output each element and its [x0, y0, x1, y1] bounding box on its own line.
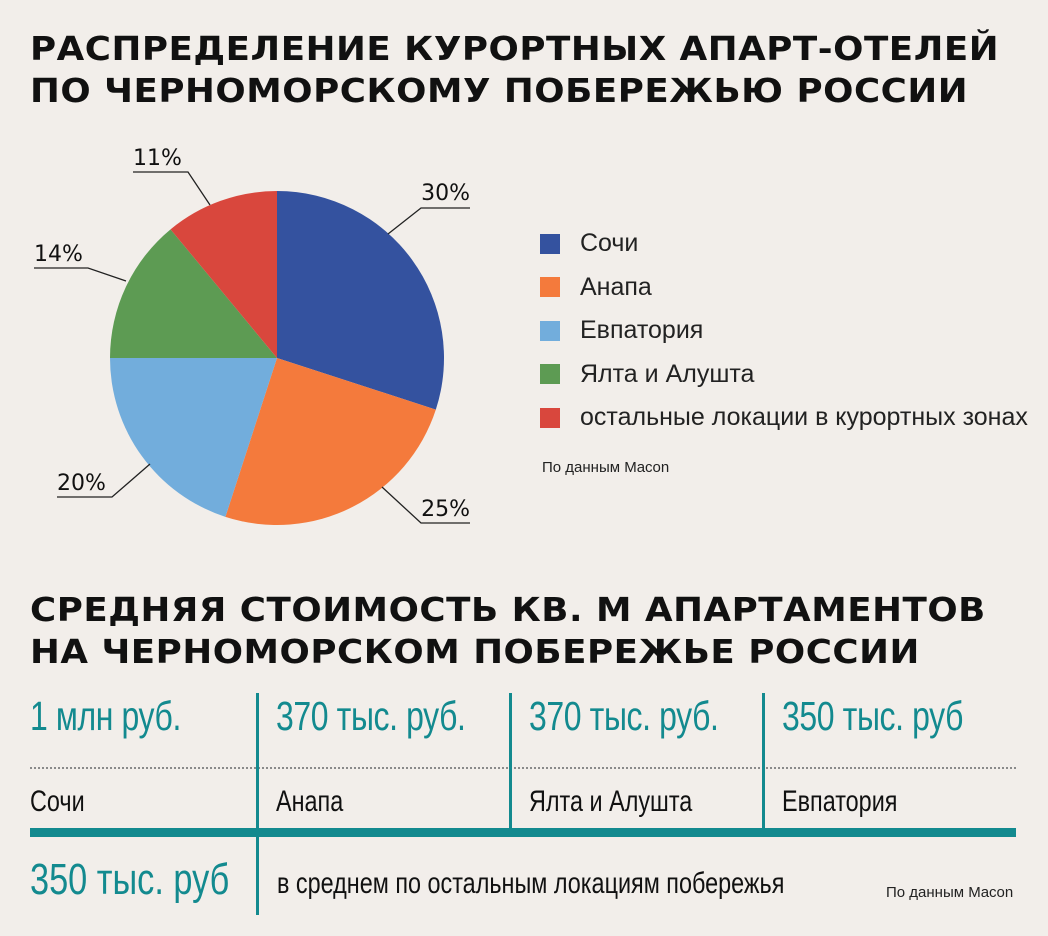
column-divider [509, 693, 512, 828]
price-row-divider [30, 767, 1016, 769]
price-cell-evpatoria: 350 тыс. руб Евпатория [782, 693, 1014, 818]
pie-slice [225, 358, 436, 526]
price-value: 350 тыс. руб [782, 693, 964, 739]
slice-leader-line [34, 267, 127, 282]
column-divider [762, 693, 765, 828]
pie-slice [170, 191, 277, 358]
price-value: 370 тыс. руб. [276, 693, 466, 739]
slice-leader-line [381, 486, 470, 524]
legend-item: Сочи [540, 222, 1028, 266]
legend-swatch [540, 320, 560, 341]
price-cell-yalta: 370 тыс. руб. Ялта и Алушта [529, 693, 772, 818]
price-cell-sochi: 1 млн руб. Сочи [30, 693, 224, 818]
price-city: Анапа [276, 785, 344, 818]
slice-leader-line [133, 171, 211, 206]
pie-chart-source: По данным Macon [542, 459, 670, 476]
legend-label: остальные локации в курортных зонах [580, 403, 1028, 432]
other-locations-price: 350 тыс. руб [30, 855, 230, 904]
slice-percent-label: 25% [421, 497, 470, 522]
legend-swatch [540, 364, 560, 385]
legend-label: Сочи [580, 229, 639, 258]
pie-slice [277, 191, 445, 410]
pie-chart: 30% 25% 20% 14% 11% [34, 146, 470, 526]
price-value: 1 млн руб. [30, 693, 181, 739]
legend-item: Ялта и Алушта [540, 353, 1028, 397]
price-city: Евпатория [782, 785, 898, 818]
slice-leader-line [57, 463, 151, 498]
pie-chart-title-line1: РАСПРЕДЕЛЕНИЕ КУРОРТНЫХ АПАРТ-ОТЕЛЕЙ [30, 29, 1000, 68]
pie-chart-title: РАСПРЕДЕЛЕНИЕ КУРОРТНЫХ АПАРТ-ОТЕЛЕЙ ПО … [30, 28, 999, 112]
column-divider [256, 693, 259, 828]
legend-label: Ялта и Алушта [580, 359, 755, 388]
pie-chart-legend: Сочи Анапа Евпатория Ялта и Алушта остальные… [540, 222, 1028, 440]
pie-slice [110, 358, 277, 517]
legend-item: Евпатория [540, 309, 1028, 353]
pie-chart-title-line2: ПО ЧЕРНОМОРСКОМУ ПОБЕРЕЖЬЮ РОССИИ [30, 71, 969, 110]
slice-percent-label: 30% [421, 181, 470, 206]
price-table-title-line2: НА ЧЕРНОМОРСКОМ ПОБЕРЕЖЬЕ РОССИИ [30, 632, 920, 671]
legend-label: Анапа [580, 272, 652, 301]
slice-percent-label: 20% [57, 471, 106, 496]
slice-leader-line [387, 207, 470, 235]
column-divider [256, 837, 259, 915]
pie-slice [110, 229, 277, 358]
slice-percent-label: 11% [133, 146, 182, 171]
legend-item: Анапа [540, 266, 1028, 310]
legend-label: Евпатория [580, 316, 704, 345]
price-city: Ялта и Алушта [529, 785, 693, 818]
legend-item: остальные локации в курортных зонах [540, 396, 1028, 440]
price-table-title: СРЕДНЯЯ СТОИМОСТЬ КВ. М АПАРТАМЕНТОВ НА … [30, 589, 986, 673]
price-table-source: По данным Macon [886, 884, 1014, 901]
slice-percent-label: 14% [34, 242, 83, 267]
price-value: 370 тыс. руб. [529, 693, 719, 739]
other-locations-label: в среднем по остальным локациям побережь… [277, 867, 785, 900]
legend-swatch [540, 233, 560, 254]
price-city: Сочи [30, 785, 85, 818]
legend-swatch [540, 407, 560, 428]
price-table-title-line1: СРЕДНЯЯ СТОИМОСТЬ КВ. М АПАРТАМЕНТОВ [30, 590, 986, 629]
price-table-bottom-rule [30, 828, 1016, 837]
price-cell-anapa: 370 тыс. руб. Анапа [276, 693, 519, 818]
legend-swatch [540, 277, 560, 298]
